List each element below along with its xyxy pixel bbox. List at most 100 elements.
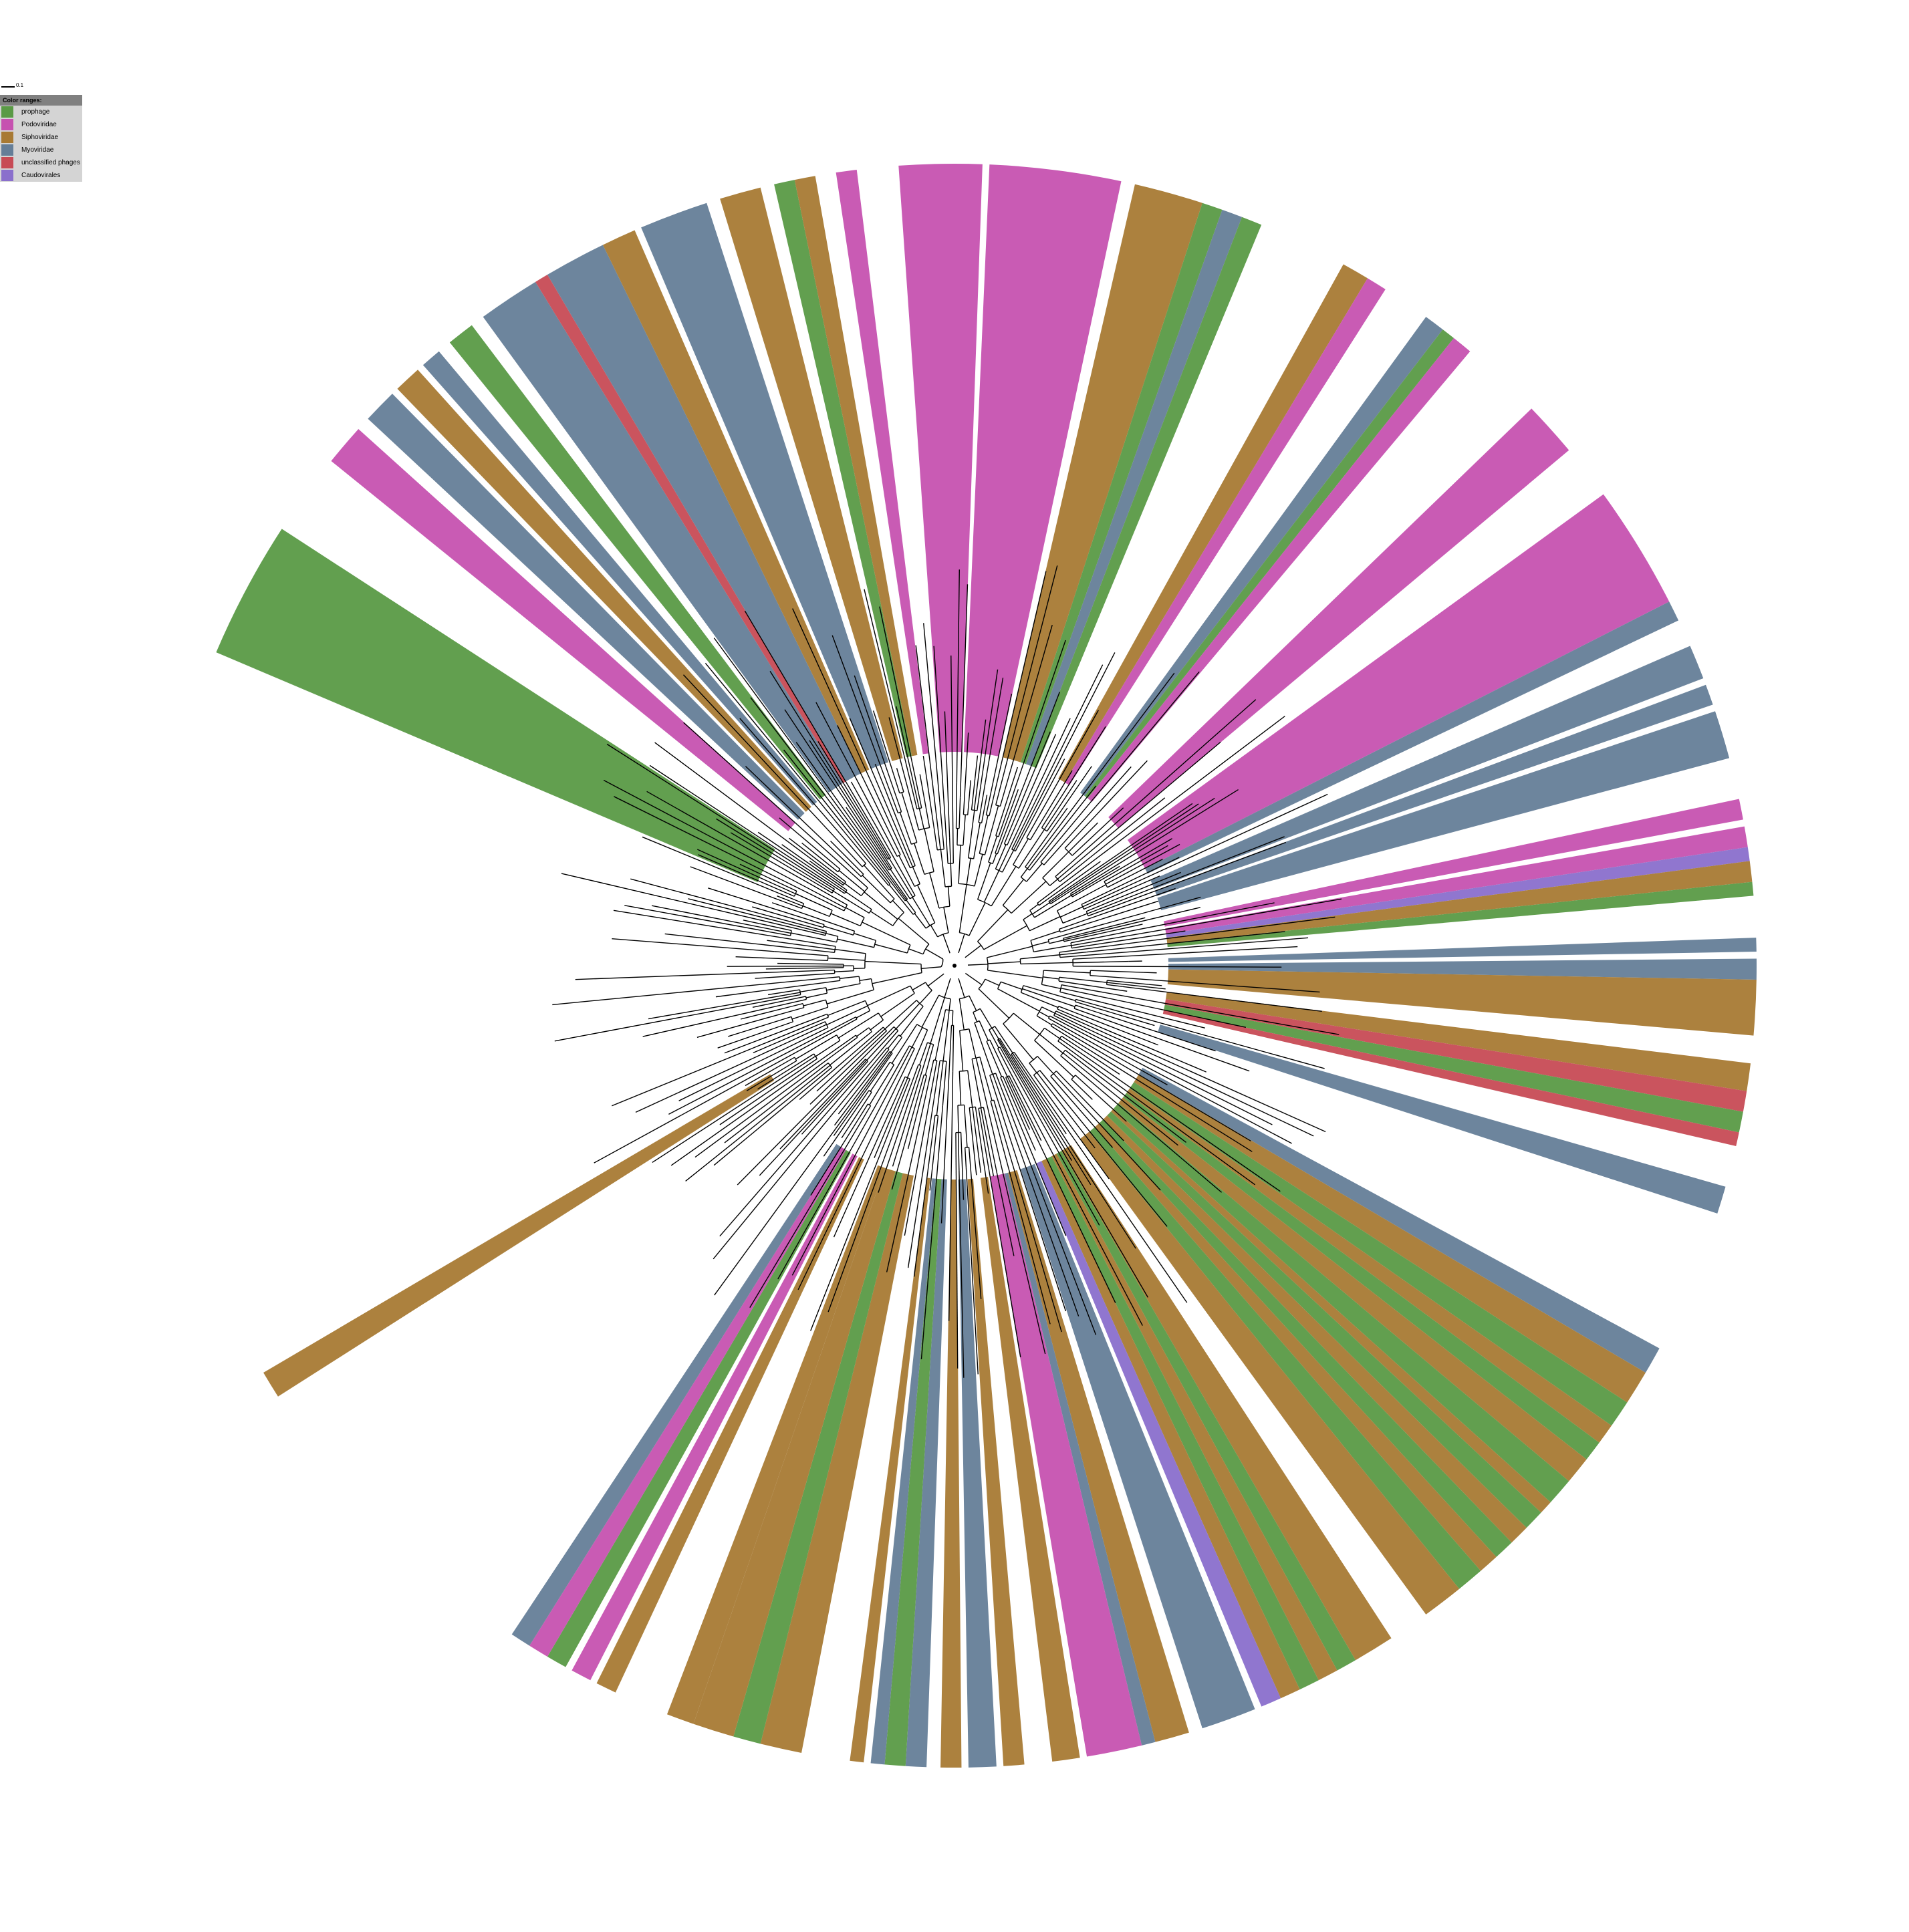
tree-branch	[1061, 984, 1092, 991]
tree-branch	[1020, 962, 1073, 965]
tree-branch-arc	[1037, 902, 1039, 906]
tree-branch	[979, 669, 999, 790]
tree-branch	[1073, 1008, 1090, 1014]
tree-branch	[833, 1074, 878, 1136]
tree-branch	[1016, 1068, 1073, 1161]
tree-branch	[987, 946, 1033, 958]
tree-branch	[830, 1031, 872, 1066]
tree-branch-arc	[909, 1045, 915, 1049]
tree-branch-arc	[898, 1034, 902, 1038]
tree-branch	[1079, 1102, 1161, 1191]
tree-branch	[942, 934, 950, 954]
tree-branch	[894, 843, 901, 855]
tree-branch	[642, 1007, 768, 1037]
tree-branch	[1051, 807, 1068, 830]
tree-branch	[1023, 985, 1076, 1001]
scale-bar: 0.1	[0, 82, 23, 91]
clade-wedge-prophage	[1164, 1004, 1743, 1133]
tree-branch	[975, 755, 979, 779]
tree-branch	[992, 853, 997, 864]
tree-branch	[942, 1010, 950, 1061]
tree-branch	[864, 960, 922, 965]
tree-branch	[1039, 1034, 1063, 1054]
tree-branch	[789, 900, 803, 907]
legend-label: unclassified phages	[21, 159, 80, 166]
tree-branch	[1097, 807, 1124, 833]
tree-branch	[776, 891, 804, 904]
tree-branch	[819, 851, 841, 870]
tree-branch	[1057, 865, 1074, 879]
tree-branch	[987, 961, 1021, 964]
tree-branch	[830, 913, 861, 927]
tree-branch	[1059, 946, 1103, 953]
tree-branch	[924, 828, 934, 872]
clade-wedge-prophage	[1130, 1082, 1628, 1426]
tree-branch	[714, 1080, 872, 1296]
tree-branch	[1075, 1075, 1117, 1113]
tree-branch	[1071, 942, 1107, 949]
tree-branch	[999, 1038, 1029, 1084]
tree-branch-arc	[995, 804, 1001, 807]
tree-branch	[811, 946, 836, 950]
tree-branch	[906, 755, 920, 809]
tree-branch	[914, 913, 926, 929]
tree-branch	[974, 1022, 993, 1075]
tree-branch	[985, 678, 1004, 783]
tree-branch	[859, 822, 891, 869]
clade-wedge-siphoviridae	[1041, 1158, 1300, 1699]
tree-branch	[826, 983, 860, 991]
tree-branch	[1049, 939, 1064, 944]
tree-branch-arc	[828, 1063, 832, 1068]
tree-branch	[959, 884, 967, 933]
clade-wedge-myoviridae	[870, 1178, 936, 1765]
tree-branch	[1041, 1097, 1067, 1135]
clade-wedge-siphoviridae	[1166, 861, 1753, 944]
tree-branch	[806, 851, 846, 883]
tree-branch	[974, 854, 983, 887]
tree-branch	[789, 1016, 829, 1034]
clade-wedge-myoviridae	[1025, 209, 1243, 767]
tree-branch	[828, 1059, 866, 1099]
tree-branch	[875, 1051, 891, 1071]
tree-branch	[1075, 1001, 1095, 1008]
tree-branch	[987, 970, 1043, 979]
tree-branch	[839, 1090, 870, 1133]
tree-branch	[1064, 837, 1075, 849]
tree-branch	[777, 895, 790, 902]
tree-branch	[866, 857, 889, 886]
legend-item-unclassified-phages: unclassified phages	[0, 156, 82, 169]
tree-branch	[830, 840, 844, 854]
tree-branch	[817, 741, 884, 849]
clade-wedge-siphoviridae	[1111, 1109, 1551, 1513]
tree-branch	[1063, 766, 1092, 808]
tree-branch	[829, 1034, 856, 1055]
tree-branch	[841, 1119, 854, 1139]
tree-branch-arc	[868, 909, 872, 914]
tree-branch-arc	[870, 978, 874, 990]
tree-branch	[774, 951, 828, 956]
tree-branch	[979, 815, 989, 854]
tree-branch	[927, 973, 944, 986]
tree-branch	[973, 777, 979, 811]
tree-branch	[929, 1159, 934, 1191]
clade-wedge-siphoviridae	[794, 176, 918, 756]
tree-branch	[740, 1005, 793, 1020]
tree-branch	[1011, 803, 1035, 850]
tree-branch	[769, 931, 791, 936]
tree-branch-arc	[924, 871, 934, 875]
tree-branch-arc	[977, 899, 992, 907]
tree-branch	[837, 883, 848, 891]
tree-branch	[789, 837, 807, 852]
tree-branch	[912, 866, 920, 884]
tree-branch	[997, 833, 1006, 855]
tree-branch	[773, 929, 791, 934]
tree-branch	[952, 1010, 954, 1026]
tree-branch	[892, 1047, 912, 1084]
tree-branch	[1104, 857, 1180, 894]
tree-branch	[911, 1027, 923, 1048]
tree-branch	[746, 1083, 759, 1091]
tree-branch-arc	[813, 1053, 818, 1059]
tree-branches	[552, 565, 1342, 1378]
tree-branch	[795, 742, 878, 858]
tree-branch-arc	[860, 917, 865, 926]
